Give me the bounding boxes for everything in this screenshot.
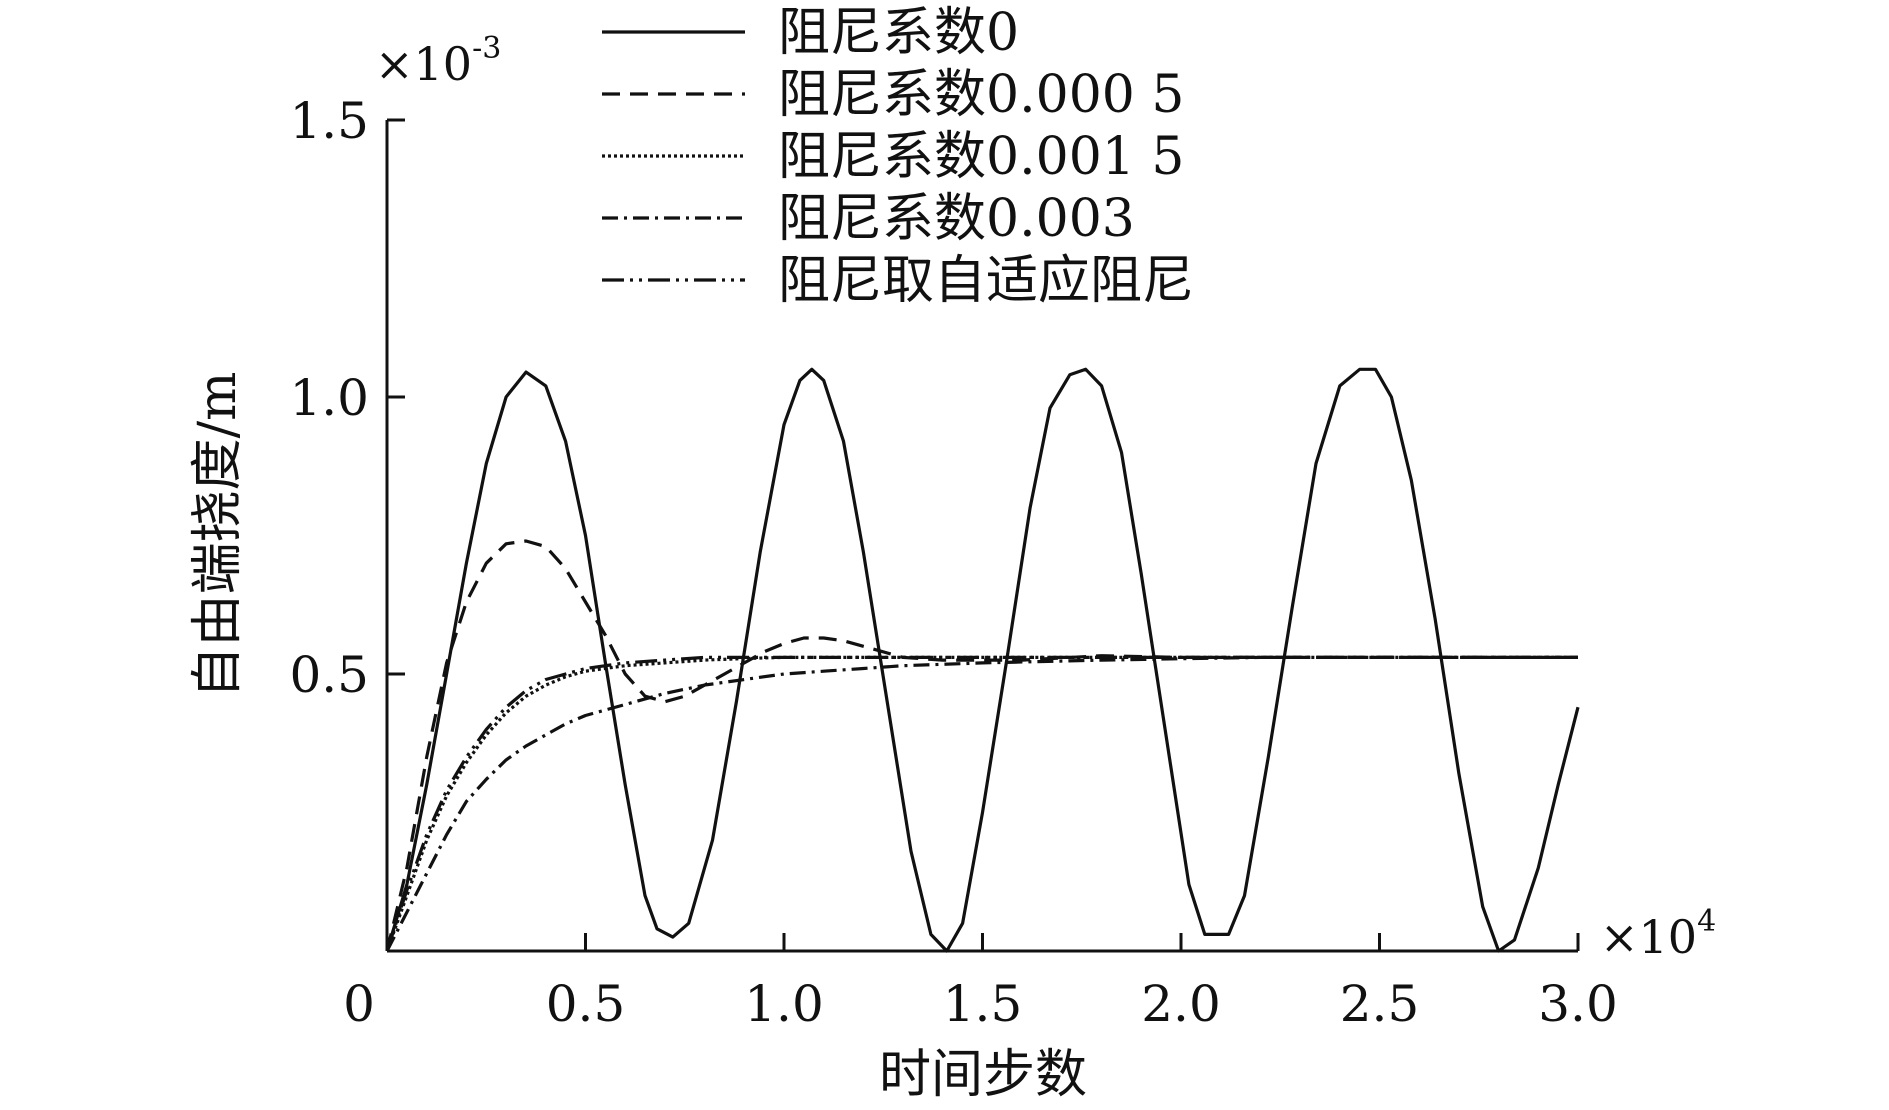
legend-label-4: 阻尼系数0.003 (778, 189, 1135, 249)
x-tick-label: 0.5 (546, 975, 626, 1033)
series-line-2 (385, 539, 1578, 952)
ticks-layer: 0 0.5 1.0 1.5 2.0 2.5 3.0 0.5 1.0 1.5 (289, 92, 1617, 1033)
y-axis-title: 自由端挠度/m (188, 372, 248, 699)
x-tick-label: 3.0 (1538, 975, 1618, 1033)
x-tick-label: 1.0 (744, 975, 824, 1033)
legend-label-3: 阻尼系数0.001 5 (778, 127, 1184, 187)
y-multiplier-label: ×10-3 (375, 31, 501, 91)
x-tick-label: 2.5 (1340, 975, 1420, 1033)
legend-label-2: 阻尼系数0.000 5 (778, 65, 1184, 125)
y-tick-label: 0.5 (289, 646, 369, 704)
series-line-5 (385, 655, 1578, 952)
series-line-1 (385, 367, 1580, 953)
x-tick-label: 1.5 (943, 975, 1023, 1033)
x-tick-label: 0 (343, 975, 375, 1033)
y-tick-label: 1.5 (289, 92, 369, 150)
x-tick-label: 2.0 (1141, 975, 1221, 1033)
x-axis-title: 时间步数 (879, 1045, 1087, 1105)
legend-label-5: 阻尼取自适应阻尼 (778, 251, 1194, 311)
x-multiplier-label: ×104 (1600, 904, 1716, 964)
y-tick-label: 1.0 (289, 369, 369, 427)
legend-label-1: 阻尼系数0 (778, 3, 1019, 63)
series-layer (385, 367, 1580, 953)
series-line-4 (385, 655, 1578, 952)
